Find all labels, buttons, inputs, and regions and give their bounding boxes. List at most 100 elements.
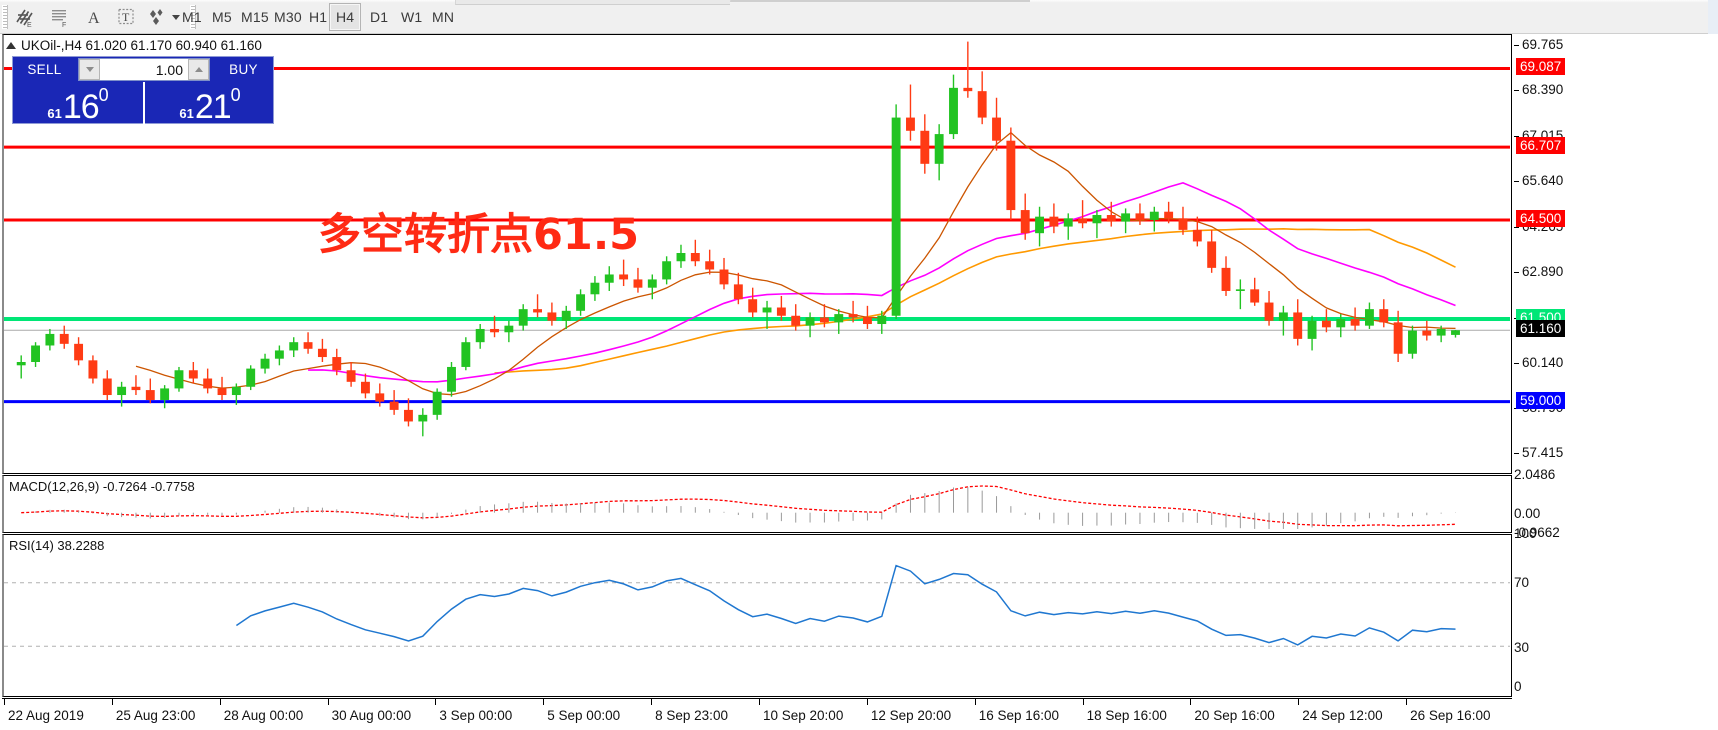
time-label-4: 3 Sep 00:00 [439,708,513,723]
time-tick-1 [111,699,113,705]
time-axis[interactable]: 22 Aug 2019 25 Aug 23:00 28 Aug 00:00 30 Au… [2,698,1512,730]
time-label-8: 12 Sep 20:00 [870,708,952,723]
svg-text:A: A [88,10,100,27]
rsi-title: RSI(14) 38.2288 [9,538,105,553]
sell-price-main: 16 [62,88,100,126]
sell-button[interactable]: SELL [27,62,62,77]
time-label-12: 24 Sep 12:00 [1302,708,1383,723]
rsi-tick-3: 0 [1514,679,1522,694]
buy-price-main: 21 [194,88,232,126]
time-label-0: 22 Aug 2019 [8,708,84,723]
volume-stepper[interactable]: 1.00 [78,58,210,81]
timeframe-d1[interactable]: D1 [370,9,389,25]
volume-increment-button[interactable] [188,59,209,80]
time-label-1: 25 Aug 23:00 [115,708,196,723]
time-label-9: 16 Sep 16:00 [978,708,1060,723]
sell-price-fraction: 0 [98,85,109,105]
price-tick-68390: 68.390 [1514,82,1563,97]
time-tick-0 [4,699,5,705]
time-tick-6 [651,699,653,705]
sell-price-prefix: 61 [47,106,62,121]
svg-text:E: E [27,22,32,28]
time-tick-9 [974,699,976,705]
support-level-59000[interactable]: 59.000 [1516,391,1566,409]
timeframe-h1[interactable]: H1 [309,9,328,25]
macd-title: MACD(12,26,9) -0.7264 -0.7758 [9,479,195,494]
price-tick-65640: 65.640 [1514,173,1563,188]
scrollbar-corner [1708,0,1718,34]
ohlc-text: UKOil-,H4 61.020 61.170 60.940 61.160 [21,38,262,53]
price-chart-svg [4,41,1510,437]
toolbar: E F A T [0,0,1718,34]
text-label-icon[interactable]: A [80,3,108,31]
time-label-3: 30 Aug 00:00 [331,708,412,723]
text-box-icon[interactable]: T [112,3,140,31]
price-tick-60140: 60.140 [1514,355,1563,370]
toolbar-grip-left[interactable] [2,5,8,29]
timeframe-m5[interactable]: M5 [212,9,232,25]
collapse-triangle-icon[interactable] [6,42,16,49]
indicator-list-icon[interactable]: E [10,3,40,31]
time-label-7: 10 Sep 20:00 [763,708,844,723]
rsi-pane[interactable]: RSI(14) 38.2288 [2,534,1512,697]
grid-fullscreen-icon[interactable]: F [45,3,75,31]
time-tick-10 [1082,699,1084,705]
svg-text:F: F [62,22,66,28]
chevron-down-icon[interactable] [168,3,184,31]
buy-button[interactable]: BUY [229,62,258,77]
volume-value[interactable]: 1.00 [155,61,183,78]
resistance-level-69087[interactable]: 69.087 [1516,58,1566,76]
time-label-5: 5 Sep 00:00 [547,708,621,723]
volume-decrement-button[interactable] [79,59,100,80]
objects-icon[interactable] [145,3,171,31]
one-click-trading-panel[interactable]: SELL 1.00 BUY 61 16 0 61 21 0 [12,56,274,124]
macd-tick-1: 0.00 [1514,506,1541,522]
price-pane[interactable] [2,34,1512,474]
buy-price-prefix: 61 [179,106,194,121]
timeframe-h4[interactable]: H4 [329,3,362,31]
price-tick-57415: 57.415 [1514,445,1563,460]
time-label-10: 18 Sep 16:00 [1086,708,1167,723]
current-price-label[interactable]: 61.160 [1516,320,1566,338]
chart-symbol-header: UKOil-,H4 61.020 61.170 60.940 61.160 [6,38,262,53]
trade-panel-divider [143,82,145,124]
time-label-13: 26 Sep 16:00 [1410,708,1491,723]
timeframe-m1[interactable]: M1 [182,9,202,25]
time-tick-3 [327,699,329,705]
macd-pane[interactable]: MACD(12,26,9) -0.7264 -0.7758 [2,475,1512,533]
chart-area: MACD(12,26,9) -0.7264 -0.7758 RSI(14) 38… [0,34,1718,730]
sell-price-display[interactable]: 61 16 0 [13,82,143,124]
time-tick-12 [1298,699,1300,705]
time-tick-13 [1406,699,1408,705]
time-tick-8 [866,699,868,705]
toolbar-grip-timeframes[interactable] [190,5,196,29]
macd-chart-svg [21,485,1456,529]
price-tick-69765: 69.765 [1514,37,1563,52]
time-label-2: 28 Aug 00:00 [223,708,304,723]
rsi-tick-0: 100 [1514,526,1537,541]
svg-text:T: T [122,10,130,24]
macd-tick-0: 2.0486 [1514,467,1556,482]
rsi-tick-2: 30 [1514,640,1530,656]
price-axis[interactable]: 69.76568.39067.01565.64064.26562.89061.5… [1514,34,1718,697]
buy-price-fraction: 0 [230,85,241,105]
timeframe-m30[interactable]: M30 [274,9,302,25]
time-tick-7 [759,699,760,705]
rsi-tick-1: 70 [1514,574,1530,590]
timeframe-w1[interactable]: W1 [401,9,423,25]
buy-price-display[interactable]: 61 21 0 [145,82,275,124]
toolbar-empty-area [455,0,730,5]
chart-annotation-text[interactable]: 多空转折点61.5 [318,210,640,260]
trade-panel-controls: SELL 1.00 BUY [13,57,275,82]
resistance-level-66707[interactable]: 66.707 [1516,137,1566,155]
time-label-6: 8 Sep 23:00 [655,708,728,723]
time-tick-5 [543,699,545,705]
time-tick-4 [435,699,437,705]
timeframe-m15[interactable]: M15 [241,9,269,25]
rsi-chart-svg [4,564,1510,647]
timeframe-mn[interactable]: MN [432,9,455,25]
resistance-level-64500[interactable]: 64.500 [1516,209,1566,227]
toolbar-separator [730,0,1030,2]
macd-tick-2: -0.9662 [1514,525,1560,540]
